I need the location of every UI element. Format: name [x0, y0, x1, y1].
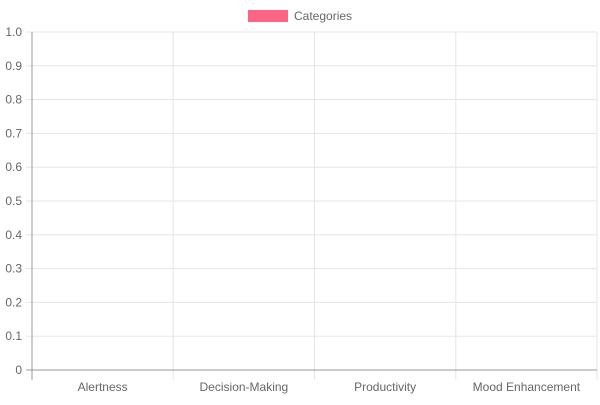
x-tick-label: Mood Enhancement [473, 380, 581, 394]
x-tick-label: Productivity [354, 380, 416, 394]
y-tick-label: 0.3 [5, 262, 22, 276]
x-tick-label: Alertness [78, 380, 128, 394]
y-tick-label: 0.5 [5, 194, 22, 208]
y-tick-label: 0.4 [5, 228, 22, 242]
y-tick-label: 0.7 [5, 126, 22, 140]
y-tick-label: 0.9 [5, 59, 22, 73]
grid-lines [31, 31, 598, 380]
legend[interactable]: Categories [248, 9, 352, 23]
legend-label[interactable]: Categories [294, 9, 352, 23]
y-tick-label: 0.8 [5, 93, 22, 107]
y-tick-label: 0.6 [5, 160, 22, 174]
y-tick-label: 1.0 [5, 25, 22, 39]
y-tick-label: 0.2 [5, 295, 22, 309]
axes [26, 31, 597, 380]
x-tick-labels: Alertness Decision-Making Productivity Mood… [78, 380, 581, 394]
y-tick-label: 0.1 [5, 329, 22, 343]
legend-swatch[interactable] [248, 10, 288, 22]
y-tick-label: 0 [15, 363, 22, 377]
x-tick-label: Decision-Making [200, 380, 289, 394]
y-tick-labels: 0 0.1 0.2 0.3 0.4 0.5 0.6 0.7 0.8 0.9 1.0 [5, 25, 22, 377]
